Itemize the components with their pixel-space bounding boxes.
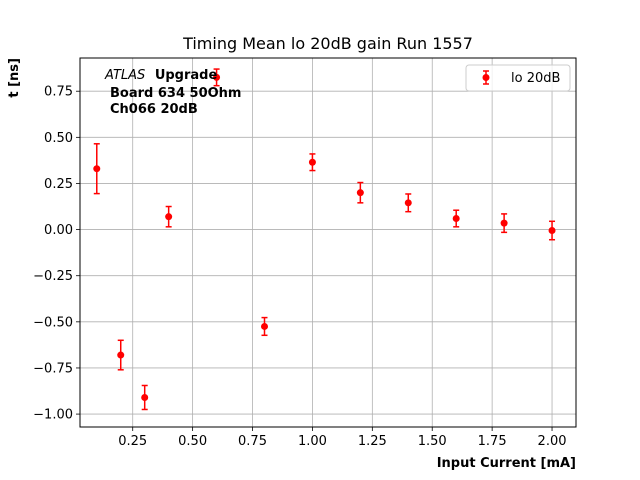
atlas-label: ATLAS (104, 68, 145, 83)
y-tick-label: 0.50 (44, 131, 73, 146)
x-tick-label: 0.25 (118, 434, 147, 449)
data-point (165, 205, 173, 228)
data-point (141, 384, 149, 411)
x-tick-label: 1.50 (418, 434, 447, 449)
y-tick-label: 0.00 (44, 223, 73, 238)
data-point (261, 316, 269, 337)
y-axis-label: t [ns] (7, 58, 22, 98)
board-label: Board 634 50Ohm (110, 86, 241, 101)
x-axis-ticks: 0.25 0.50 0.75 1.00 1.25 1.50 1.75 2.00 (118, 427, 567, 449)
x-tick-label: 0.75 (238, 434, 267, 449)
x-tick-label: 1.75 (478, 434, 507, 449)
grid (80, 58, 576, 427)
y-tick-label: −1.00 (33, 408, 73, 423)
svg-text:ATLAS Upgrade: ATLAS Upgrade (104, 68, 217, 83)
data-point (356, 181, 364, 204)
data-marker (117, 351, 125, 359)
y-tick-label: −0.50 (33, 315, 73, 330)
x-tick-label: 2.00 (538, 434, 567, 449)
data-point (308, 153, 316, 172)
channel-label: Ch066 20dB (110, 102, 198, 117)
y-tick-label: −0.25 (33, 269, 73, 284)
data-point (93, 143, 101, 195)
data-marker (548, 227, 556, 235)
data-point (117, 339, 125, 371)
data-series (93, 68, 556, 411)
plot-frame (79, 57, 577, 428)
y-tick-label: 0.75 (44, 85, 73, 100)
data-point (213, 68, 221, 87)
atlas-annotation: ATLAS Upgrade Board 634 50Ohm Ch066 20dB (104, 68, 241, 117)
legend-frame (465, 64, 571, 92)
x-tick-label: 0.50 (178, 434, 207, 449)
data-point (548, 220, 556, 241)
data-marker (261, 322, 269, 330)
data-marker (141, 393, 149, 401)
data-marker (165, 213, 173, 221)
data-point (452, 209, 460, 228)
data-marker (93, 165, 101, 173)
x-tick-label: 1.00 (298, 434, 327, 449)
x-axis-label: Input Current [mA] (437, 456, 576, 471)
data-marker (404, 199, 412, 207)
upgrade-label: Upgrade (155, 68, 218, 83)
y-tick-label: −0.75 (33, 361, 73, 376)
x-tick-label: 1.25 (358, 434, 387, 449)
data-marker (213, 73, 221, 81)
legend-label: lo 20dB (511, 71, 560, 86)
data-marker (452, 215, 460, 223)
data-marker (500, 219, 508, 227)
y-axis-ticks: −1.00 −0.75 −0.50 −0.25 0.00 0.25 0.50 0.75 (33, 85, 80, 423)
data-point (404, 193, 412, 213)
legend-marker (482, 74, 490, 81)
data-marker (308, 158, 316, 166)
chart-title: Timing Mean lo 20dB gain Run 1557 (182, 34, 473, 53)
y-tick-label: 0.25 (44, 177, 73, 192)
data-point (500, 213, 508, 234)
legend: lo 20dB (465, 64, 571, 92)
data-marker (356, 189, 364, 197)
